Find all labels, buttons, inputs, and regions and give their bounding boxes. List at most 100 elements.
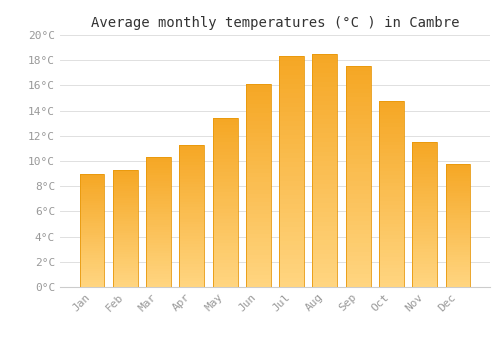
Bar — [80, 262, 104, 264]
Bar — [412, 284, 437, 287]
Bar — [346, 194, 370, 199]
Bar — [346, 106, 370, 111]
Bar — [279, 282, 304, 287]
Bar — [279, 162, 304, 167]
Bar — [246, 182, 271, 186]
Bar — [246, 271, 271, 275]
Bar — [146, 186, 171, 188]
Bar — [346, 155, 370, 159]
Bar — [246, 161, 271, 165]
Bar — [446, 225, 470, 228]
Bar — [279, 139, 304, 144]
Bar — [446, 191, 470, 193]
Bar — [412, 154, 437, 156]
Bar — [312, 86, 338, 91]
Bar — [379, 268, 404, 272]
Bar — [80, 178, 104, 180]
Bar — [279, 278, 304, 282]
Bar — [346, 274, 370, 278]
Bar — [312, 250, 338, 254]
Bar — [246, 262, 271, 267]
Bar — [146, 222, 171, 225]
Bar — [80, 180, 104, 183]
Bar — [279, 56, 304, 287]
Bar — [246, 104, 271, 108]
Bar — [412, 142, 437, 145]
Bar — [279, 61, 304, 66]
Bar — [113, 214, 138, 217]
Bar — [246, 234, 271, 238]
Bar — [279, 236, 304, 241]
Bar — [212, 172, 238, 176]
Bar — [279, 218, 304, 223]
Bar — [212, 253, 238, 257]
Bar — [80, 189, 104, 192]
Bar — [212, 142, 238, 145]
Bar — [146, 261, 171, 264]
Bar — [379, 220, 404, 224]
Bar — [346, 282, 370, 287]
Bar — [379, 276, 404, 280]
Bar — [212, 260, 238, 263]
Bar — [312, 156, 338, 161]
Bar — [212, 223, 238, 226]
Bar — [379, 134, 404, 138]
Bar — [412, 264, 437, 267]
Bar — [312, 245, 338, 250]
Bar — [312, 203, 338, 208]
Bar — [180, 213, 204, 216]
Bar — [146, 232, 171, 235]
Bar — [379, 283, 404, 287]
Bar — [146, 256, 171, 258]
Bar — [80, 230, 104, 232]
Bar — [346, 137, 370, 141]
Bar — [180, 210, 204, 213]
Bar — [412, 188, 437, 191]
Bar — [379, 164, 404, 168]
Bar — [312, 124, 338, 128]
Bar — [146, 279, 171, 282]
Bar — [146, 199, 171, 201]
Bar — [346, 265, 370, 270]
Bar — [346, 208, 370, 212]
Bar — [312, 282, 338, 287]
Bar — [412, 238, 437, 241]
Bar — [80, 205, 104, 208]
Bar — [212, 270, 238, 273]
Bar — [346, 102, 370, 106]
Bar — [246, 251, 271, 254]
Bar — [412, 270, 437, 273]
Bar — [346, 146, 370, 150]
Bar — [180, 159, 204, 162]
Bar — [279, 93, 304, 98]
Bar — [379, 216, 404, 220]
Bar — [113, 172, 138, 175]
Bar — [80, 174, 104, 176]
Bar — [246, 190, 271, 194]
Bar — [113, 186, 138, 189]
Bar — [113, 207, 138, 210]
Bar — [113, 175, 138, 177]
Bar — [180, 187, 204, 190]
Bar — [246, 279, 271, 283]
Bar — [312, 100, 338, 105]
Bar — [312, 54, 338, 287]
Bar — [412, 177, 437, 180]
Bar — [412, 273, 437, 275]
Bar — [113, 257, 138, 259]
Bar — [80, 224, 104, 226]
Bar — [246, 108, 271, 113]
Bar — [212, 250, 238, 253]
Bar — [446, 272, 470, 275]
Bar — [113, 189, 138, 191]
Bar — [212, 162, 238, 166]
Bar — [180, 230, 204, 233]
Bar — [80, 239, 104, 241]
Bar — [180, 193, 204, 196]
Bar — [212, 138, 238, 142]
Bar — [446, 198, 470, 201]
Bar — [80, 187, 104, 189]
Bar — [246, 129, 271, 133]
Bar — [212, 176, 238, 179]
Bar — [346, 111, 370, 115]
